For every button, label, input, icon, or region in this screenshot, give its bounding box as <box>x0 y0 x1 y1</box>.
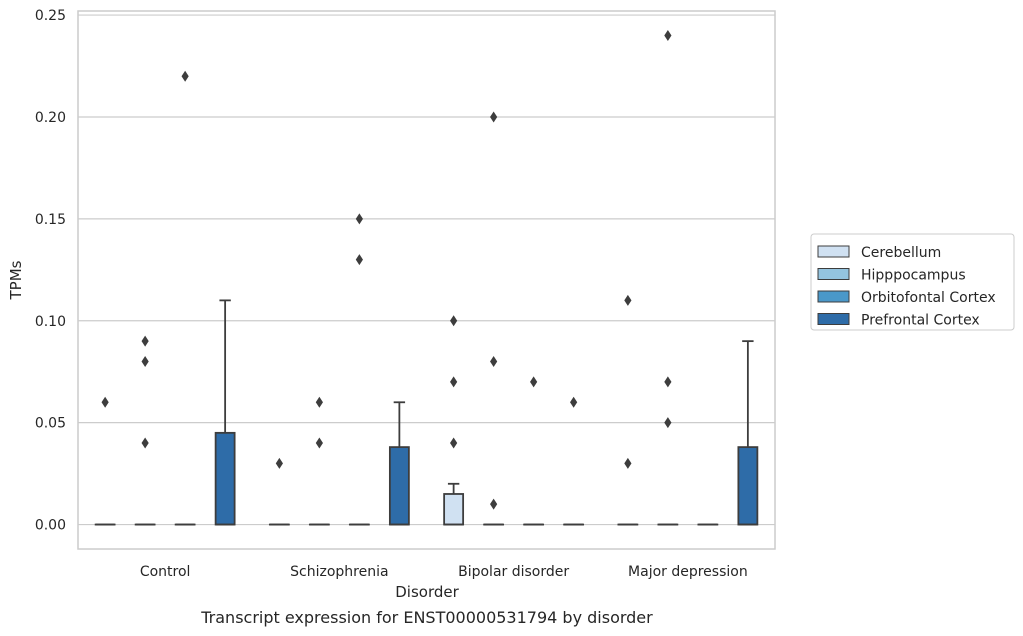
x-tick-label: Schizophrenia <box>290 564 388 580</box>
plot-frame <box>77 10 776 550</box>
outlier-point <box>624 457 632 469</box>
legend-swatch <box>817 268 850 280</box>
outlier-point <box>450 315 458 327</box>
outlier-point <box>355 213 363 225</box>
box-prefrontal-cortex <box>214 299 236 526</box>
y-tick-label: 0.25 <box>35 8 66 24</box>
legend-frame <box>810 233 1015 331</box>
outlier-point <box>624 294 632 306</box>
y-tick-label: 0.10 <box>35 314 66 330</box>
outlier-point <box>141 356 149 368</box>
legend-label: Prefrontal Cortex <box>861 313 980 329</box>
y-axis-label: TPMs <box>7 260 25 300</box>
box-body <box>737 446 759 526</box>
y-tick-labels: 0.00 0.05 0.10 0.15 0.20 0.25 <box>35 8 66 533</box>
outlier-point <box>101 396 109 408</box>
outlier-point <box>570 396 578 408</box>
y-tick-label: 0.05 <box>35 416 66 432</box>
x-axis-label: Disorder <box>395 583 459 601</box>
outlier-point <box>315 437 323 449</box>
outlier-point <box>664 29 672 41</box>
outlier-point <box>490 356 498 368</box>
outlier-point <box>490 111 498 123</box>
box-body <box>388 446 410 526</box>
outlier-point <box>315 396 323 408</box>
legend-label: Cerebellum <box>861 245 941 261</box>
box-body <box>214 431 236 526</box>
outlier-point <box>490 498 498 510</box>
outliers-layer <box>101 29 672 510</box>
box-prefrontal-cortex <box>388 401 410 526</box>
x-tick-labels: Control Schizophrenia Bipolar disorder Majo… <box>140 564 748 580</box>
y-tick-label: 0.15 <box>35 212 66 228</box>
boxes-layer <box>94 299 759 526</box>
legend-swatch <box>817 245 850 258</box>
outlier-point <box>530 376 538 388</box>
gridlines <box>78 14 775 526</box>
outlier-point <box>141 335 149 347</box>
outlier-point <box>450 437 458 449</box>
box-body <box>443 493 465 526</box>
outlier-point <box>450 376 458 388</box>
outlier-point <box>141 437 149 449</box>
y-tick-label: 0.00 <box>35 518 66 534</box>
outlier-point <box>181 70 189 82</box>
box-cerebellum <box>443 482 465 526</box>
legend: Cerebellum Hipppocampus Orbitofontal Corte… <box>810 233 1015 331</box>
outlier-point <box>664 417 672 429</box>
y-tick-label: 0.20 <box>35 110 66 126</box>
legend-label: Hipppocampus <box>861 268 966 284</box>
box-prefrontal-cortex <box>737 340 759 526</box>
outlier-point <box>664 376 672 388</box>
x-tick-label: Major depression <box>628 564 748 580</box>
x-tick-label: Control <box>140 564 191 580</box>
legend-swatch <box>817 313 850 325</box>
legend-label: Orbitofontal Cortex <box>861 290 996 306</box>
outlier-point <box>355 254 363 266</box>
legend-swatch <box>817 290 850 303</box>
outlier-point <box>275 457 283 469</box>
x-tick-label: Bipolar disorder <box>458 564 569 580</box>
chart-caption: Transcript expression for ENST0000053179… <box>200 608 653 627</box>
